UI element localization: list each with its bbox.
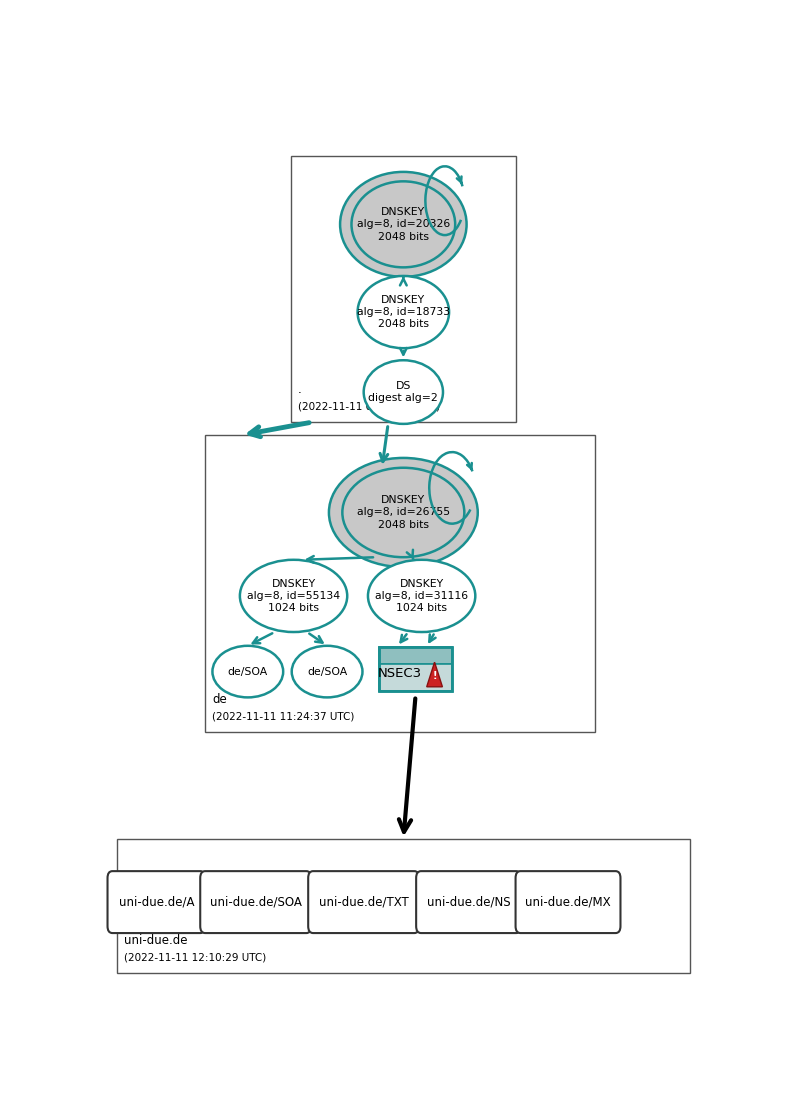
Text: !: ! xyxy=(432,671,437,681)
Text: (2022-11-11 09:03:54 UTC): (2022-11-11 09:03:54 UTC) xyxy=(297,402,440,412)
Ellipse shape xyxy=(342,468,464,557)
Text: DNSKEY
alg=8, id=20326
2048 bits: DNSKEY alg=8, id=20326 2048 bits xyxy=(357,207,450,241)
FancyBboxPatch shape xyxy=(108,871,205,933)
Text: (2022-11-11 11:24:37 UTC): (2022-11-11 11:24:37 UTC) xyxy=(212,712,355,722)
Text: (2022-11-11 12:10:29 UTC): (2022-11-11 12:10:29 UTC) xyxy=(124,953,266,963)
Text: uni-due.de: uni-due.de xyxy=(124,934,187,947)
Ellipse shape xyxy=(340,172,467,277)
Ellipse shape xyxy=(364,361,443,423)
Ellipse shape xyxy=(212,646,283,697)
Text: DNSKEY
alg=8, id=55134
1024 bits: DNSKEY alg=8, id=55134 1024 bits xyxy=(247,579,340,613)
FancyBboxPatch shape xyxy=(416,871,521,933)
FancyBboxPatch shape xyxy=(515,871,620,933)
Ellipse shape xyxy=(352,181,455,267)
Ellipse shape xyxy=(292,646,363,697)
FancyBboxPatch shape xyxy=(116,839,690,973)
Text: de: de xyxy=(212,693,227,706)
Ellipse shape xyxy=(368,560,475,632)
Text: .: . xyxy=(297,383,301,397)
Ellipse shape xyxy=(329,458,478,567)
FancyBboxPatch shape xyxy=(379,647,453,663)
Text: uni-due.de/A: uni-due.de/A xyxy=(119,896,194,908)
Text: DS
digest alg=2: DS digest alg=2 xyxy=(368,381,438,403)
FancyBboxPatch shape xyxy=(379,663,453,691)
Text: NSEC3: NSEC3 xyxy=(378,667,422,680)
Text: de/SOA: de/SOA xyxy=(307,667,347,677)
Polygon shape xyxy=(427,662,442,687)
Text: uni-due.de/NS: uni-due.de/NS xyxy=(427,896,511,908)
FancyBboxPatch shape xyxy=(200,871,311,933)
Text: DNSKEY
alg=8, id=26755
2048 bits: DNSKEY alg=8, id=26755 2048 bits xyxy=(357,495,450,529)
Text: uni-due.de/SOA: uni-due.de/SOA xyxy=(210,896,301,908)
Text: de/SOA: de/SOA xyxy=(227,667,268,677)
Ellipse shape xyxy=(240,560,347,632)
Text: uni-due.de/TXT: uni-due.de/TXT xyxy=(319,896,408,908)
Ellipse shape xyxy=(357,276,449,349)
FancyBboxPatch shape xyxy=(205,436,596,732)
FancyBboxPatch shape xyxy=(290,155,516,422)
Text: uni-due.de/MX: uni-due.de/MX xyxy=(525,896,611,908)
FancyBboxPatch shape xyxy=(309,871,419,933)
Text: DNSKEY
alg=8, id=18733
2048 bits: DNSKEY alg=8, id=18733 2048 bits xyxy=(357,295,450,330)
Text: DNSKEY
alg=8, id=31116
1024 bits: DNSKEY alg=8, id=31116 1024 bits xyxy=(375,579,468,613)
